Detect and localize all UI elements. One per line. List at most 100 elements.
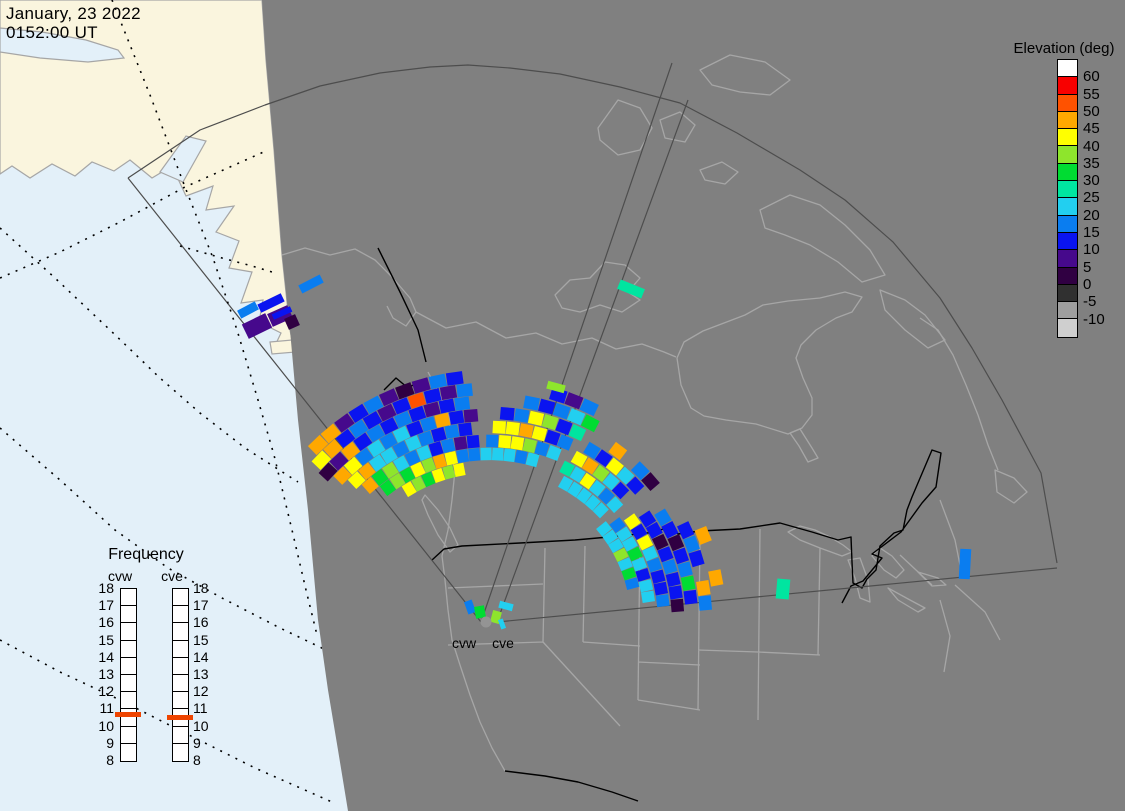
echo-cell [630,461,650,481]
colorbar-cell [1058,302,1077,320]
time-text: 0152:00 UT [6,23,98,42]
echo-cell [416,445,432,461]
colorbar-cell [1058,111,1077,130]
echo-cell [518,423,534,438]
echo-cell [395,382,415,400]
echo-cell [653,581,669,596]
echo-cell [583,441,601,460]
frequency-tick-label: 14 [193,648,209,665]
radar-label-cvw: cvw [451,635,477,651]
echo-cell [523,395,540,411]
echo-cell [654,508,672,527]
echo-cell [371,468,389,487]
frequency-ladder-cell [121,658,136,675]
colorbar-tick-label: 45 [1083,120,1100,138]
fan-outer-arc [127,64,1058,564]
echo-cell [645,521,663,539]
lake-erie [887,587,926,613]
colorbar-tick-label: 10 [1083,241,1100,259]
echo-cell [367,439,386,458]
lake-superior [787,525,853,557]
echo-cell [694,526,712,545]
alaska-yukon-border [377,247,427,363]
echo-cell [358,462,376,481]
date-text: January, 23 2022 [6,4,141,23]
echo-cell [333,466,352,485]
frequency-ladder-cell [173,606,188,624]
colorbar-cell [1058,94,1077,112]
echo-cell [621,567,637,581]
frequency-tick-label: 15 [98,631,114,648]
echo-cell [641,472,660,492]
magnetic-graticule [0,0,333,803]
east-coast-detail [899,499,1001,673]
vancouver-island [421,494,459,553]
echo-cell [448,410,465,425]
echo-cell [343,456,363,475]
colorbar-cell [1058,250,1077,268]
echo-cell [588,479,606,497]
graticule-parallel [179,245,273,273]
frequency-ladder-cell [173,658,188,675]
echo-cell [617,557,633,572]
echo-cell [606,496,624,514]
frequency-tick-label: 18 [193,580,209,596]
frequency-tick-label: 13 [193,666,209,682]
echo-cell [241,313,273,339]
hudson-bay [676,291,863,463]
echo-cell [566,408,586,426]
echo-cell [611,481,630,500]
frequency-ladder-cell [173,744,188,761]
echo-cell [525,452,540,468]
echo-cell [318,462,338,482]
echo-cell [651,533,669,551]
echo-cell [421,471,436,488]
echo-cell [657,546,674,563]
frequency-ladder-cvw [120,588,137,762]
echo-cell [442,464,456,480]
echo-cell [688,549,705,568]
echo-cell [696,580,711,597]
frequency-ladder-cell [121,709,136,727]
frequency-ladder-cell [173,709,188,727]
frequency-column-label-cvw: cvw [107,568,133,584]
echo-cell [411,476,427,492]
colorbar-cell [1058,232,1077,251]
echo-cell [556,434,574,451]
echo-cell [498,434,512,449]
echo-cell [353,432,373,452]
timestamp: January, 23 2022 0152:00 UT [6,4,141,42]
echo-cell [486,434,499,448]
echo-cell [584,494,601,511]
echo-cell [613,547,629,562]
echo-cell [348,419,369,439]
echo-cell [492,420,506,434]
echo-cell [377,403,397,422]
frequency-tick-label: 9 [106,734,114,751]
state-borders [447,528,821,727]
baffin-island-south [879,289,946,349]
colorbar-tick-label: 20 [1083,206,1100,224]
colorbar-cell [1058,163,1077,182]
echo-cell [434,412,451,428]
colorbar-tick-label: 0 [1083,275,1092,293]
colorbar-tick-label: 30 [1083,172,1100,190]
frequency-tick-label: 17 [193,597,209,614]
echo-cell [579,398,599,417]
echo-cell [382,461,399,479]
frequency-tick-label: 10 [193,717,209,734]
echo-cell [624,577,640,591]
echo-cell [361,476,379,495]
echo-cell [392,440,410,458]
echo-cell [340,441,361,461]
echo-cell [568,424,587,442]
echo-cell [631,557,648,572]
radar-echoes [237,274,972,630]
colorbar-cell [1058,77,1077,95]
echo-cell [444,424,460,439]
colorbar-tick-label: 55 [1083,85,1100,103]
echo-cell [698,595,713,611]
echo-cell [650,569,666,584]
frequency-ladder-cell [121,641,136,658]
